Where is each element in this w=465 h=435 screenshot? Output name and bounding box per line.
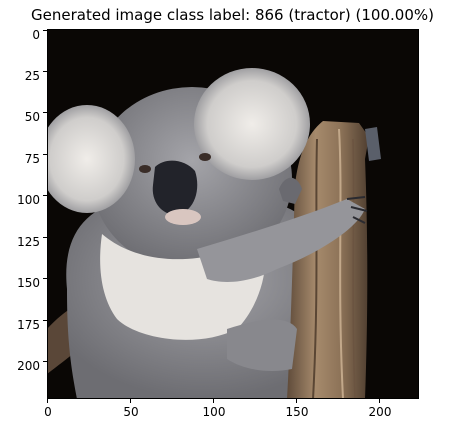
- x-tick: [296, 399, 297, 403]
- koala-eye-left: [139, 165, 151, 173]
- y-tick-label: 0: [32, 28, 40, 42]
- koala-photo: [47, 29, 419, 399]
- koala-eye-right: [199, 153, 211, 161]
- y-tick: [43, 112, 47, 113]
- x-tick: [47, 399, 48, 403]
- x-tick-label: 200: [368, 405, 392, 419]
- y-tick: [43, 278, 47, 279]
- koala-ear-right: [194, 68, 310, 180]
- y-tick-label: 175: [17, 318, 40, 332]
- y-tick-label: 100: [17, 193, 40, 207]
- y-tick: [43, 361, 47, 362]
- koala-arm-right: [197, 199, 365, 282]
- x-tick-label: 150: [285, 405, 309, 419]
- x-tick-label: 100: [202, 405, 226, 419]
- koala-ear-left: [47, 105, 135, 213]
- stump-grain-2: [338, 128, 344, 399]
- y-tick-label: 125: [17, 235, 40, 249]
- stump-grain-1: [312, 138, 318, 399]
- y-tick: [43, 320, 47, 321]
- figure-title: Generated image class label: 866 (tracto…: [31, 6, 434, 24]
- y-tick: [43, 237, 47, 238]
- x-tick: [130, 399, 131, 403]
- koala-leg: [227, 319, 297, 371]
- koala-nose: [152, 160, 198, 215]
- y-tick: [43, 71, 47, 72]
- koala-claws: [346, 196, 368, 224]
- koala-paw-upper: [279, 177, 302, 204]
- y-tick-label: 150: [17, 276, 40, 290]
- x-tick-label: 0: [44, 405, 52, 419]
- y-tick: [43, 195, 47, 196]
- tree-stump: [287, 121, 369, 399]
- x-tick: [379, 399, 380, 403]
- y-tick-label: 25: [24, 69, 40, 83]
- y-tick: [43, 30, 47, 31]
- x-tick: [213, 399, 214, 403]
- y-tick: [43, 154, 47, 155]
- y-tick-label: 75: [24, 152, 40, 166]
- x-tick-label: 50: [123, 405, 139, 419]
- stump-grain-3: [352, 138, 356, 399]
- stump-top-spike: [365, 127, 381, 161]
- y-tick-label: 50: [24, 110, 40, 124]
- koala-mouth: [165, 209, 201, 225]
- y-tick-label: 200: [17, 359, 40, 373]
- image-axes: [47, 29, 419, 399]
